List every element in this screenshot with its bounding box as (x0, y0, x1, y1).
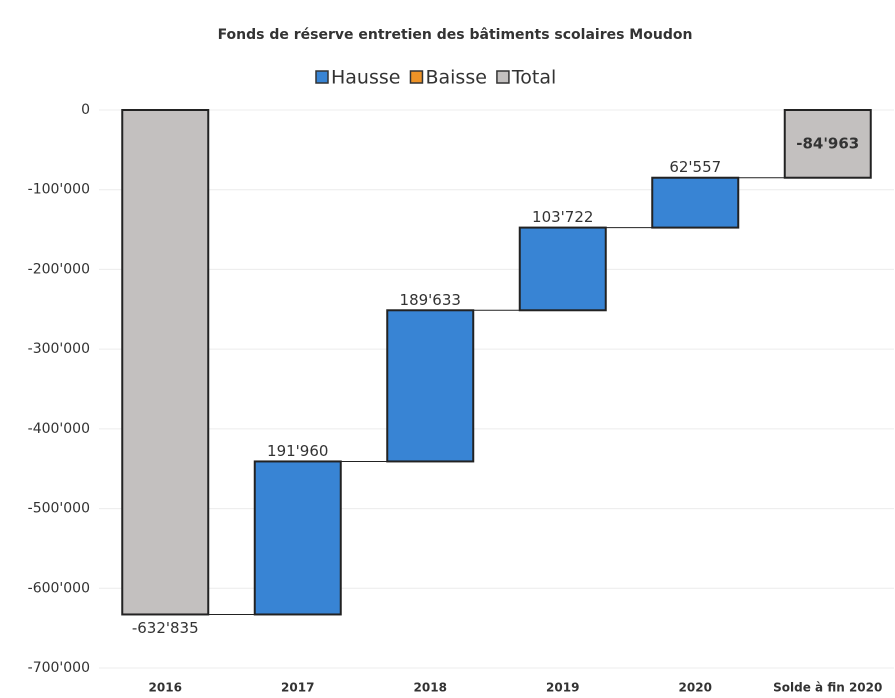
data-label: 62'557 (669, 158, 721, 176)
legend-label: Total (511, 67, 556, 89)
bar (518, 226, 607, 312)
data-label: 103'722 (532, 208, 593, 226)
x-tick-label: 2017 (281, 681, 314, 695)
legend-swatch (496, 70, 510, 84)
y-tick-label: -700'000 (28, 660, 90, 676)
x-tick-label: 2016 (149, 681, 182, 695)
y-tick-label: 0 (81, 102, 90, 118)
y-tick-label: -500'000 (28, 501, 90, 517)
x-tick-label: 2020 (679, 681, 712, 695)
bar (783, 109, 872, 179)
y-tick-label: -100'000 (28, 182, 90, 198)
y-tick-label: -400'000 (28, 421, 90, 437)
data-label: 191'960 (267, 442, 328, 460)
x-tick-label: Solde à fin 2020 (773, 681, 882, 695)
x-tick-label: 2018 (414, 681, 447, 695)
data-label: -632'835 (132, 619, 199, 637)
y-tick-label: -200'000 (28, 261, 90, 277)
bar (121, 109, 210, 616)
y-tick-label: -300'000 (28, 341, 90, 357)
legend-label: Hausse (331, 67, 400, 89)
bar (253, 460, 342, 616)
y-tick-label: -600'000 (28, 580, 90, 596)
legend-swatch (315, 70, 329, 84)
legend-swatch (409, 70, 424, 84)
data-label: 189'633 (400, 291, 461, 309)
x-tick-label: 2019 (546, 681, 579, 695)
data-label: -84'963 (796, 134, 859, 152)
legend-label: Baisse (425, 67, 486, 89)
bar (651, 176, 740, 229)
chart-title: Fonds de réserve entretien des bâtiments… (218, 27, 693, 43)
bar (386, 309, 475, 463)
